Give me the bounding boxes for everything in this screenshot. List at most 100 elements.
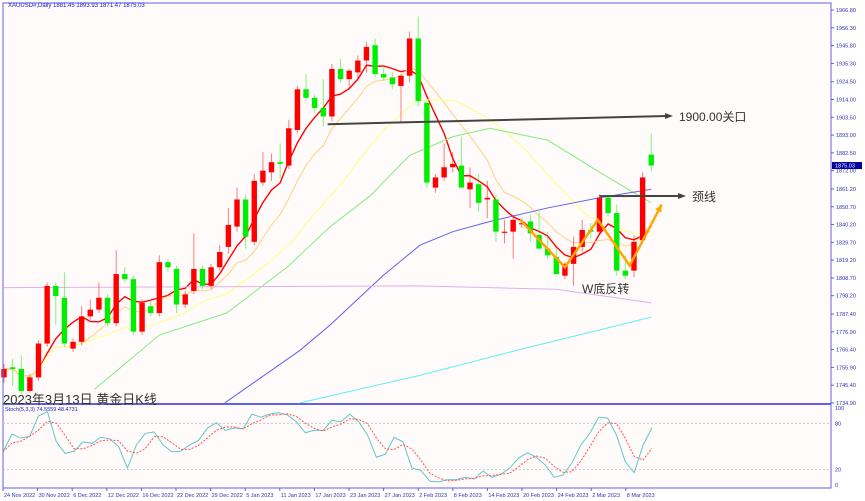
y-tick-label: 1945.80: [836, 44, 856, 50]
candle-body: [165, 262, 171, 268]
x-tick-label: 29 Dec 2022: [212, 493, 243, 499]
candle-body: [61, 297, 68, 344]
candle: [139, 299, 145, 336]
candle-body: [450, 163, 456, 168]
candle: [61, 272, 68, 347]
candle-body: [234, 199, 240, 227]
candle-body: [519, 223, 525, 225]
candle: [337, 58, 344, 83]
candle: [596, 194, 603, 236]
candle: [398, 74, 404, 122]
candle-body: [562, 263, 568, 276]
candle: [441, 143, 447, 181]
candle: [346, 68, 352, 90]
candle-body: [329, 68, 335, 117]
candle-body: [303, 89, 309, 98]
y-tick-label: 1819.20: [836, 258, 856, 264]
x-tick-label: 12 Dec 2022: [108, 493, 139, 499]
y-tick-label: 1745.40: [836, 383, 856, 389]
candle: [78, 306, 85, 346]
candle-body: [415, 38, 421, 102]
candle: [53, 282, 59, 325]
candle: [173, 265, 180, 314]
y-tick-label: 1956.30: [836, 26, 856, 32]
candle-body: [614, 213, 620, 271]
stoch-tick-label: 80: [835, 421, 841, 427]
candle: [415, 16, 421, 107]
candle-body: [96, 297, 102, 310]
candle: [35, 340, 42, 381]
candle-body: [173, 268, 180, 305]
current-price-label: 1875.03: [835, 164, 855, 170]
stoch-tick-label: 100: [835, 406, 844, 412]
candle-body: [406, 38, 413, 76]
current-price-badge: [832, 162, 862, 170]
candle-body: [27, 377, 33, 391]
y-tick-label: 1903.50: [836, 115, 856, 121]
candle-body: [44, 285, 50, 344]
candle-body: [268, 162, 275, 173]
x-tick-label: 20 Feb 2023: [523, 493, 554, 499]
candle: [553, 248, 560, 276]
candle: [458, 136, 465, 188]
candle-body: [553, 257, 560, 275]
y-tick-label: 1882.50: [836, 151, 856, 157]
candle: [355, 55, 361, 80]
candle-body: [475, 184, 482, 203]
stoch-tick-label: 0: [835, 483, 838, 489]
x-tick-label: 14 Feb 2023: [488, 493, 519, 499]
candle-body: [182, 294, 188, 305]
chart-title: XAUUSD#,Daily 1881.45 1893.93 1871.47 18…: [8, 3, 145, 9]
candle: [544, 231, 551, 259]
candle: [381, 65, 387, 81]
candle-body: [1, 368, 7, 378]
y-tick-label: 1766.40: [836, 348, 856, 354]
candle-body: [70, 341, 76, 349]
candle-body: [346, 70, 352, 80]
y-tick-label: 1734.90: [836, 401, 856, 407]
candle-body: [389, 77, 396, 85]
y-tick-label: 1935.30: [836, 61, 856, 67]
candle-body: [78, 316, 85, 342]
candle: [18, 355, 24, 395]
candle-body: [355, 60, 361, 73]
candle: [70, 338, 76, 352]
candle: [294, 85, 301, 134]
candle: [467, 167, 473, 208]
candle: [242, 194, 249, 249]
candle: [217, 245, 223, 271]
candle-body: [510, 219, 516, 232]
candle-body: [536, 235, 542, 249]
candle: [130, 275, 137, 336]
candle: [614, 204, 620, 276]
level-1900-label: 1900.00关口: [679, 110, 747, 124]
candle-body: [648, 154, 654, 166]
candle-body: [277, 162, 283, 164]
candle-body: [467, 182, 473, 190]
x-tick-label: 24 Feb 2023: [558, 493, 589, 499]
candle-body: [18, 368, 24, 391]
x-tick-label: 2 Mar 2023: [592, 493, 620, 499]
candle: [450, 152, 456, 173]
candle-body: [113, 274, 119, 324]
candle: [234, 187, 240, 232]
candle-body: [337, 68, 344, 80]
candle: [510, 214, 516, 259]
candle-body: [579, 229, 585, 247]
candle-body: [398, 75, 404, 86]
x-tick-label: 2 Feb 2023: [419, 493, 447, 499]
candle-body: [130, 279, 137, 332]
chart-caption: 2023年3月13日 黄金日K线: [3, 392, 157, 407]
candle-body: [493, 199, 499, 232]
chart-frame: [2, 2, 832, 489]
stoch-d-line: [2, 413, 653, 482]
candle: [208, 263, 214, 290]
candle: [311, 94, 318, 114]
candle: [406, 31, 413, 83]
candle: [286, 119, 292, 169]
candle-body: [225, 224, 232, 247]
candle-body: [372, 45, 378, 75]
candle-body: [251, 180, 257, 242]
ma-line-80ee80: [94, 127, 652, 390]
